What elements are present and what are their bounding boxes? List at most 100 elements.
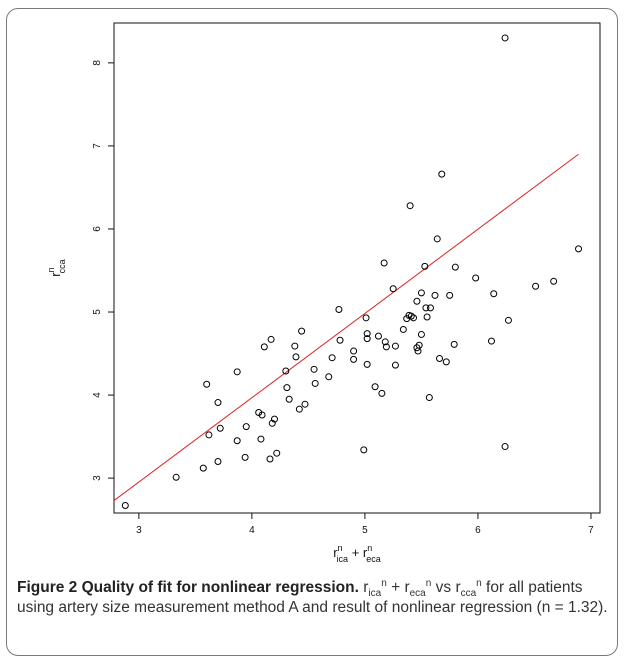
figure-frame [6,8,618,656]
data-point [205,431,213,439]
data-point [295,405,303,413]
x-tick-label: 4 [249,525,255,536]
x-axis-title: rn ica + rn eca [333,543,381,564]
data-point [325,373,333,381]
data-point [550,277,558,285]
regression-fit-line [113,153,579,501]
data-point [283,384,291,392]
figure-label: Figure 2 [17,579,78,596]
data-point [267,335,275,343]
data-point [360,446,368,454]
data-point [363,335,371,343]
data-point [292,353,300,361]
data-point [273,449,281,457]
data-point [446,291,454,299]
x-tick-label: 3 [136,525,142,536]
caption-r-ica: rican [363,577,387,600]
data-point [336,336,344,344]
data-point [450,340,458,348]
x-tick-label: 5 [362,525,368,536]
data-point [391,342,399,350]
data-point [382,343,390,351]
y-axis-title: rncca [46,259,67,276]
figure-title: Quality of fit for nonlinear regression [81,579,355,596]
data-point [203,380,211,388]
scatter-chart: 3 4 5 6 7 3 4 5 6 7 8 rn ica + rn eca rncca [46,22,601,564]
data-point [350,355,358,363]
data-point [504,316,512,324]
data-point [391,361,399,369]
data-point [291,342,299,350]
data-point [233,368,241,376]
caption-r-eca: recan [404,577,432,600]
data-point [257,435,265,443]
data-point [399,325,407,333]
data-point [472,274,480,282]
y-tick-label: 6 [92,226,103,232]
y-tick-label: 3 [92,475,103,481]
data-point [423,313,431,321]
data-point [266,455,274,463]
data-point [575,245,583,253]
data-point [199,464,207,472]
figure-caption: Figure 2 Quality of fit for nonlinear re… [17,577,608,616]
data-point [270,415,278,423]
data-point [301,400,309,408]
data-point [417,289,425,297]
data-point [389,285,397,293]
data-point [413,297,421,305]
data-point [451,263,459,271]
data-point [362,314,370,322]
data-point [371,383,379,391]
data-point [311,379,319,387]
x-tick-label: 7 [588,525,594,536]
data-point [310,365,318,373]
data-point [421,262,429,270]
y-tick-label: 4 [92,392,103,398]
data-point [214,458,222,466]
data-point [422,304,430,312]
data-point [415,341,423,349]
data-point [241,453,249,461]
data-point [242,423,250,431]
data-point [121,502,129,510]
data-point [380,259,388,267]
data-point [350,347,358,355]
data-point [487,337,495,345]
data-point [438,170,446,178]
data-point [417,330,425,338]
data-point [298,327,306,335]
data-point [532,282,540,290]
data-point [378,389,386,397]
data-point [490,290,498,298]
data-point [381,338,389,346]
data-point [216,424,224,432]
data-point [436,355,444,363]
x-axis: 3 4 5 6 7 [136,513,594,536]
plot-area [113,22,601,514]
data-point [374,332,382,340]
data-point [282,367,290,375]
data-points [121,34,583,510]
data-point [442,358,450,366]
data-point [335,306,343,314]
caption-r-cca: rccan [455,577,482,600]
data-point [172,473,180,481]
y-tick-label: 8 [92,60,103,66]
data-point [268,419,276,427]
y-tick-label: 5 [92,309,103,315]
x-tick-label: 6 [475,525,481,536]
data-point [433,235,441,243]
data-point [260,343,268,351]
data-point [501,34,509,42]
data-point [258,411,266,419]
data-point [501,443,509,451]
data-point [363,330,371,338]
data-point [233,437,241,445]
y-axis: 3 4 5 6 7 8 [92,60,114,481]
data-point [426,304,434,312]
data-point [431,291,439,299]
caption-text: for all patients using artery size measu… [17,579,608,616]
data-point [363,360,371,368]
data-point [410,314,418,322]
